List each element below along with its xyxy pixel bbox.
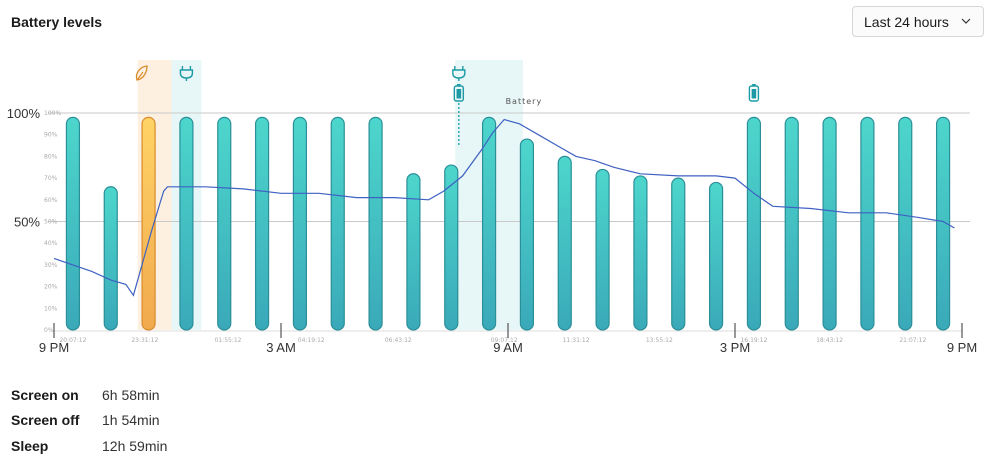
battery-charging-icon	[453, 84, 465, 145]
battery-bar	[633, 175, 648, 331]
stat-label: Screen on	[11, 386, 79, 403]
page-title: Battery levels	[11, 14, 103, 30]
chevron-down-icon	[961, 18, 971, 24]
battery-bar	[822, 116, 837, 331]
usage-stats: Screen on 6h 58min Screen off 1h 54min S…	[11, 382, 167, 459]
battery-bar	[330, 116, 345, 331]
stat-value: 6h 58min	[102, 386, 160, 403]
y-minor-label: 10%	[44, 305, 58, 312]
battery-bar	[444, 164, 459, 331]
x-axis-label: 9 AM	[493, 340, 523, 355]
battery-bar	[254, 116, 270, 331]
battery-bar	[784, 116, 799, 331]
battery-bar	[368, 116, 383, 331]
stat-value: 12h 59min	[102, 437, 168, 454]
battery-bar	[481, 116, 497, 331]
battery-bar	[708, 181, 724, 331]
plug-icon	[179, 66, 194, 81]
leaf-icon	[135, 65, 148, 81]
stat-label: Screen off	[11, 412, 80, 429]
y-minor-label: 40%	[44, 240, 58, 247]
stat-row-sleep: Sleep 12h 59min	[11, 433, 167, 459]
battery-bar	[860, 116, 875, 331]
x-minor-label: 23:31:12	[131, 337, 158, 344]
x-axis-label: 9 PM	[947, 340, 977, 355]
battery-bar	[746, 116, 762, 331]
time-range-dropdown[interactable]: Last 24 hours	[852, 6, 984, 37]
battery-bar	[406, 173, 421, 331]
stat-value: 1h 54min	[102, 412, 160, 429]
y-minor-label: 80%	[44, 153, 58, 160]
y-minor-label: 20%	[44, 284, 58, 291]
battery-bar	[671, 177, 686, 331]
chart-annotation: Battery	[506, 97, 543, 106]
x-minor-label: 04:19:12	[298, 337, 325, 344]
battery-bar	[557, 155, 572, 331]
x-minor-label: 20:07:12	[59, 337, 86, 344]
y-minor-label: 50%	[44, 219, 58, 226]
battery-bar	[292, 116, 308, 331]
time-range-selected: Last 24 hours	[864, 13, 949, 30]
battery-bar	[103, 186, 118, 331]
x-axis-label: 9 PM	[39, 340, 69, 355]
x-minor-label: 11:31:12	[563, 337, 590, 344]
y-minor-label: 100%	[44, 110, 61, 117]
battery-level-chart: 100% 50% 100% 90% 80% 70% 60% 50% 40% 30% 20% 10% 0%…	[7, 60, 977, 355]
battery-level-line	[53, 118, 955, 297]
x-minor-label: 21:07:12	[899, 337, 926, 344]
x-minor-label: 13:55:12	[646, 337, 673, 344]
battery-bar	[217, 116, 232, 331]
battery-bar	[519, 138, 535, 331]
battery-bar	[898, 116, 913, 331]
y-axis-label: 100%	[7, 106, 41, 121]
battery-bar	[65, 116, 81, 331]
x-minor-label: 01:55:12	[215, 337, 242, 344]
y-minor-label: 90%	[44, 132, 58, 139]
y-minor-label: 70%	[44, 175, 58, 182]
x-minor-label: 06:43:12	[385, 337, 412, 344]
battery-bar	[595, 168, 610, 331]
x-axis-label: 3 AM	[266, 340, 296, 355]
y-minor-label: 30%	[44, 262, 58, 269]
x-minor-label: 09:07:12	[491, 337, 518, 344]
battery-bar	[935, 116, 951, 331]
y-axis-label: 50%	[14, 215, 40, 230]
y-minor-label: 0%	[44, 327, 54, 334]
y-minor-label: 60%	[44, 197, 58, 204]
plug-icon	[452, 66, 466, 81]
battery-bar	[179, 116, 194, 331]
stat-row-screen-on: Screen on 6h 58min	[11, 382, 167, 408]
battery-charging-icon	[748, 84, 760, 102]
stat-row-screen-off: Screen off 1h 54min	[11, 408, 167, 434]
battery-saver-bar	[141, 116, 156, 331]
x-axis-label: 3 PM	[720, 340, 750, 355]
stat-label: Sleep	[11, 437, 49, 454]
x-minor-label: 16:19:12	[740, 337, 767, 344]
x-minor-label: 18:43:12	[816, 337, 843, 344]
